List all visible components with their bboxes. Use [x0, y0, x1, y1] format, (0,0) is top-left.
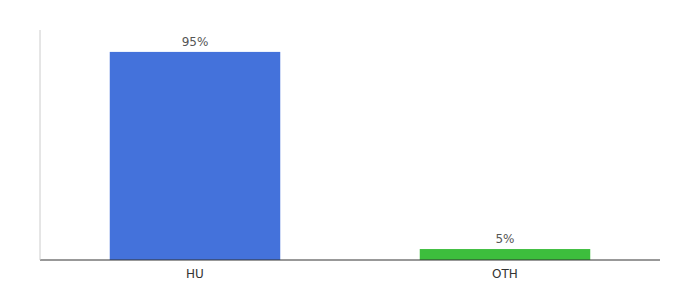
chart: HU OTH 95% 5% [0, 0, 680, 300]
bar [420, 249, 591, 260]
x-tick-label: OTH [492, 267, 518, 281]
data-label: 5% [495, 232, 514, 246]
x-tick-label: HU [186, 267, 204, 281]
chart-container: HU OTH 95% 5% [0, 0, 680, 300]
x-axis-line [40, 260, 660, 261]
bar [110, 52, 281, 260]
data-label: 95% [182, 35, 209, 49]
bars [110, 52, 591, 260]
y-axis-line [40, 30, 41, 260]
